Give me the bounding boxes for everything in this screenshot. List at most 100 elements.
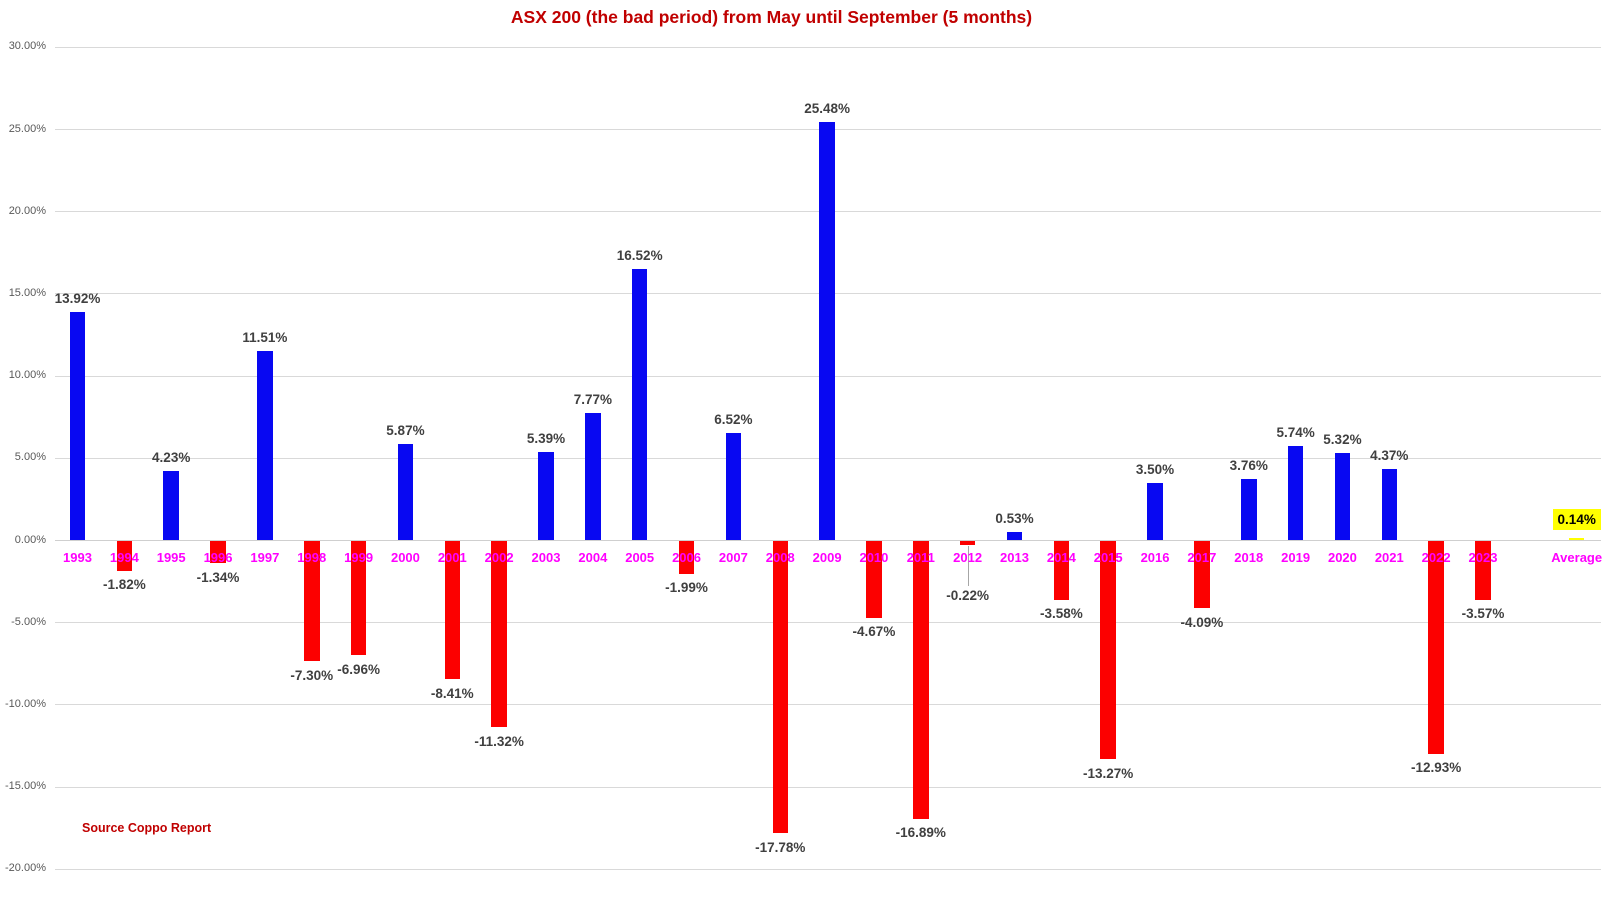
x-axis-label-2006: 2006: [672, 550, 701, 565]
bar-2009: [819, 121, 835, 541]
x-axis-label-2020: 2020: [1327, 550, 1357, 565]
chart-title: ASX 200 (the bad period) from May until …: [510, 7, 1033, 27]
bar-2006: [678, 541, 695, 574]
bar-2008: [772, 541, 788, 834]
x-axis-label-1997: 1997: [250, 550, 280, 565]
bar-2007: [725, 433, 742, 541]
value-label-1993: 13.92%: [54, 290, 101, 306]
y-axis-tick-label: 25.00%: [8, 122, 46, 135]
value-label-1994: -1.82%: [102, 577, 146, 593]
leader-line-2012: [967, 546, 969, 587]
gridline: [55, 46, 1601, 48]
x-axis-label-2005: 2005: [625, 550, 655, 565]
x-axis-label-1996: 1996: [203, 550, 233, 565]
value-label-1998: -7.30%: [290, 667, 334, 683]
x-axis-label-2021: 2021: [1374, 550, 1404, 565]
x-axis-label-2019: 2019: [1281, 550, 1311, 565]
value-label-2023: -3.57%: [1461, 606, 1505, 622]
bar-2016: [1147, 482, 1163, 541]
value-label-2013: 0.53%: [995, 510, 1034, 526]
value-label-2007: 6.52%: [714, 412, 753, 428]
bar-2000: [397, 443, 414, 541]
bar-2014: [1053, 541, 1070, 600]
bar-average: [1568, 538, 1585, 541]
x-axis-label-2003: 2003: [531, 550, 561, 565]
bar-2013: [1006, 531, 1023, 541]
bar-2005: [631, 268, 648, 541]
x-axis-label-2011: 2011: [906, 550, 935, 565]
x-axis-label-2023: 2023: [1468, 550, 1498, 565]
y-axis-tick-label: -10.00%: [5, 697, 46, 710]
value-label-2001: -8.41%: [430, 685, 474, 701]
value-label-2019: 5.74%: [1276, 425, 1315, 441]
value-label-2014: -3.58%: [1039, 606, 1083, 622]
y-axis-tick-label: 0.00%: [14, 533, 46, 546]
x-axis-label-2018: 2018: [1234, 550, 1264, 565]
y-axis-tick-label: 10.00%: [8, 369, 46, 382]
average-value-highlight: 0.14%: [1552, 509, 1601, 531]
x-axis-label-2010: 2010: [859, 550, 889, 565]
bar-2002: [491, 541, 507, 728]
x-axis-label-2022: 2022: [1421, 550, 1451, 565]
x-axis-label-2000: 2000: [390, 550, 420, 565]
x-axis-label-2002: 2002: [484, 550, 514, 565]
value-label-average: 0.14%: [1532, 509, 1608, 531]
bar-2004: [585, 412, 601, 541]
y-axis-tick-label: -5.00%: [11, 615, 46, 628]
y-axis-tick-label: 30.00%: [8, 40, 46, 53]
value-label-2015: -13.27%: [1083, 765, 1134, 781]
value-label-1995: 4.23%: [152, 449, 191, 465]
x-axis-zero-line: [55, 540, 1601, 541]
value-label-2021: 4.37%: [1370, 447, 1409, 463]
gridline: [55, 868, 1601, 870]
y-axis-tick-label: 15.00%: [8, 286, 46, 299]
x-axis-label-1993: 1993: [63, 550, 92, 565]
value-label-2020: 5.32%: [1323, 432, 1362, 448]
x-axis-label-2007: 2007: [718, 550, 748, 565]
x-axis-label-2012: 2012: [953, 550, 983, 565]
bar-2022: [1428, 541, 1444, 754]
gridline: [55, 704, 1601, 706]
gridline: [55, 786, 1601, 788]
bar-2012: [959, 541, 976, 545]
x-axis-label-1999: 1999: [344, 550, 374, 565]
x-axis-label-1994: 1994: [109, 550, 139, 565]
bar-2018: [1241, 478, 1257, 541]
value-label-1997: 11.51%: [242, 330, 288, 346]
bar-1997: [257, 351, 273, 541]
value-label-2012: -0.22%: [946, 588, 990, 604]
value-label-2006: -1.99%: [665, 580, 708, 596]
bar-2003: [538, 451, 554, 541]
bar-1993: [69, 311, 86, 541]
bar-2023: [1475, 541, 1491, 600]
x-axis-label-2008: 2008: [765, 550, 795, 565]
x-axis-label-1995: 1995: [156, 550, 186, 565]
bar-2021: [1381, 468, 1398, 541]
value-label-2022: -12.93%: [1410, 760, 1462, 776]
value-label-2009: 25.48%: [804, 100, 850, 116]
bar-1994: [116, 541, 133, 571]
bar-2019: [1287, 446, 1304, 541]
x-axis-label-2009: 2009: [812, 550, 842, 565]
value-label-2005: 16.52%: [616, 247, 663, 263]
bar-1996: [210, 541, 226, 564]
y-axis-tick-label: -20.00%: [5, 862, 46, 875]
value-label-2010: -4.67%: [852, 624, 896, 640]
x-axis-label-1998: 1998: [297, 550, 327, 565]
x-axis-label-2001: 2001: [437, 550, 467, 565]
value-label-2000: 5.87%: [386, 422, 425, 438]
bar-2017: [1194, 541, 1210, 609]
x-axis-label-2013: 2013: [1000, 550, 1029, 565]
bar-2010: [866, 541, 882, 618]
source-note: Source Coppo Report: [82, 821, 212, 835]
value-label-2004: 7.77%: [573, 391, 612, 407]
value-label-2008: -17.78%: [755, 839, 806, 855]
value-label-2011: -16.89%: [895, 825, 946, 841]
x-axis-label-average: Average: [1551, 550, 1603, 565]
value-label-2018: 3.76%: [1229, 457, 1268, 473]
x-axis-label-2016: 2016: [1140, 550, 1170, 565]
x-axis-label-2014: 2014: [1046, 550, 1076, 565]
value-label-2003: 5.39%: [526, 430, 566, 446]
value-label-2017: -4.09%: [1180, 614, 1224, 630]
x-axis-label-2017: 2017: [1187, 550, 1217, 565]
